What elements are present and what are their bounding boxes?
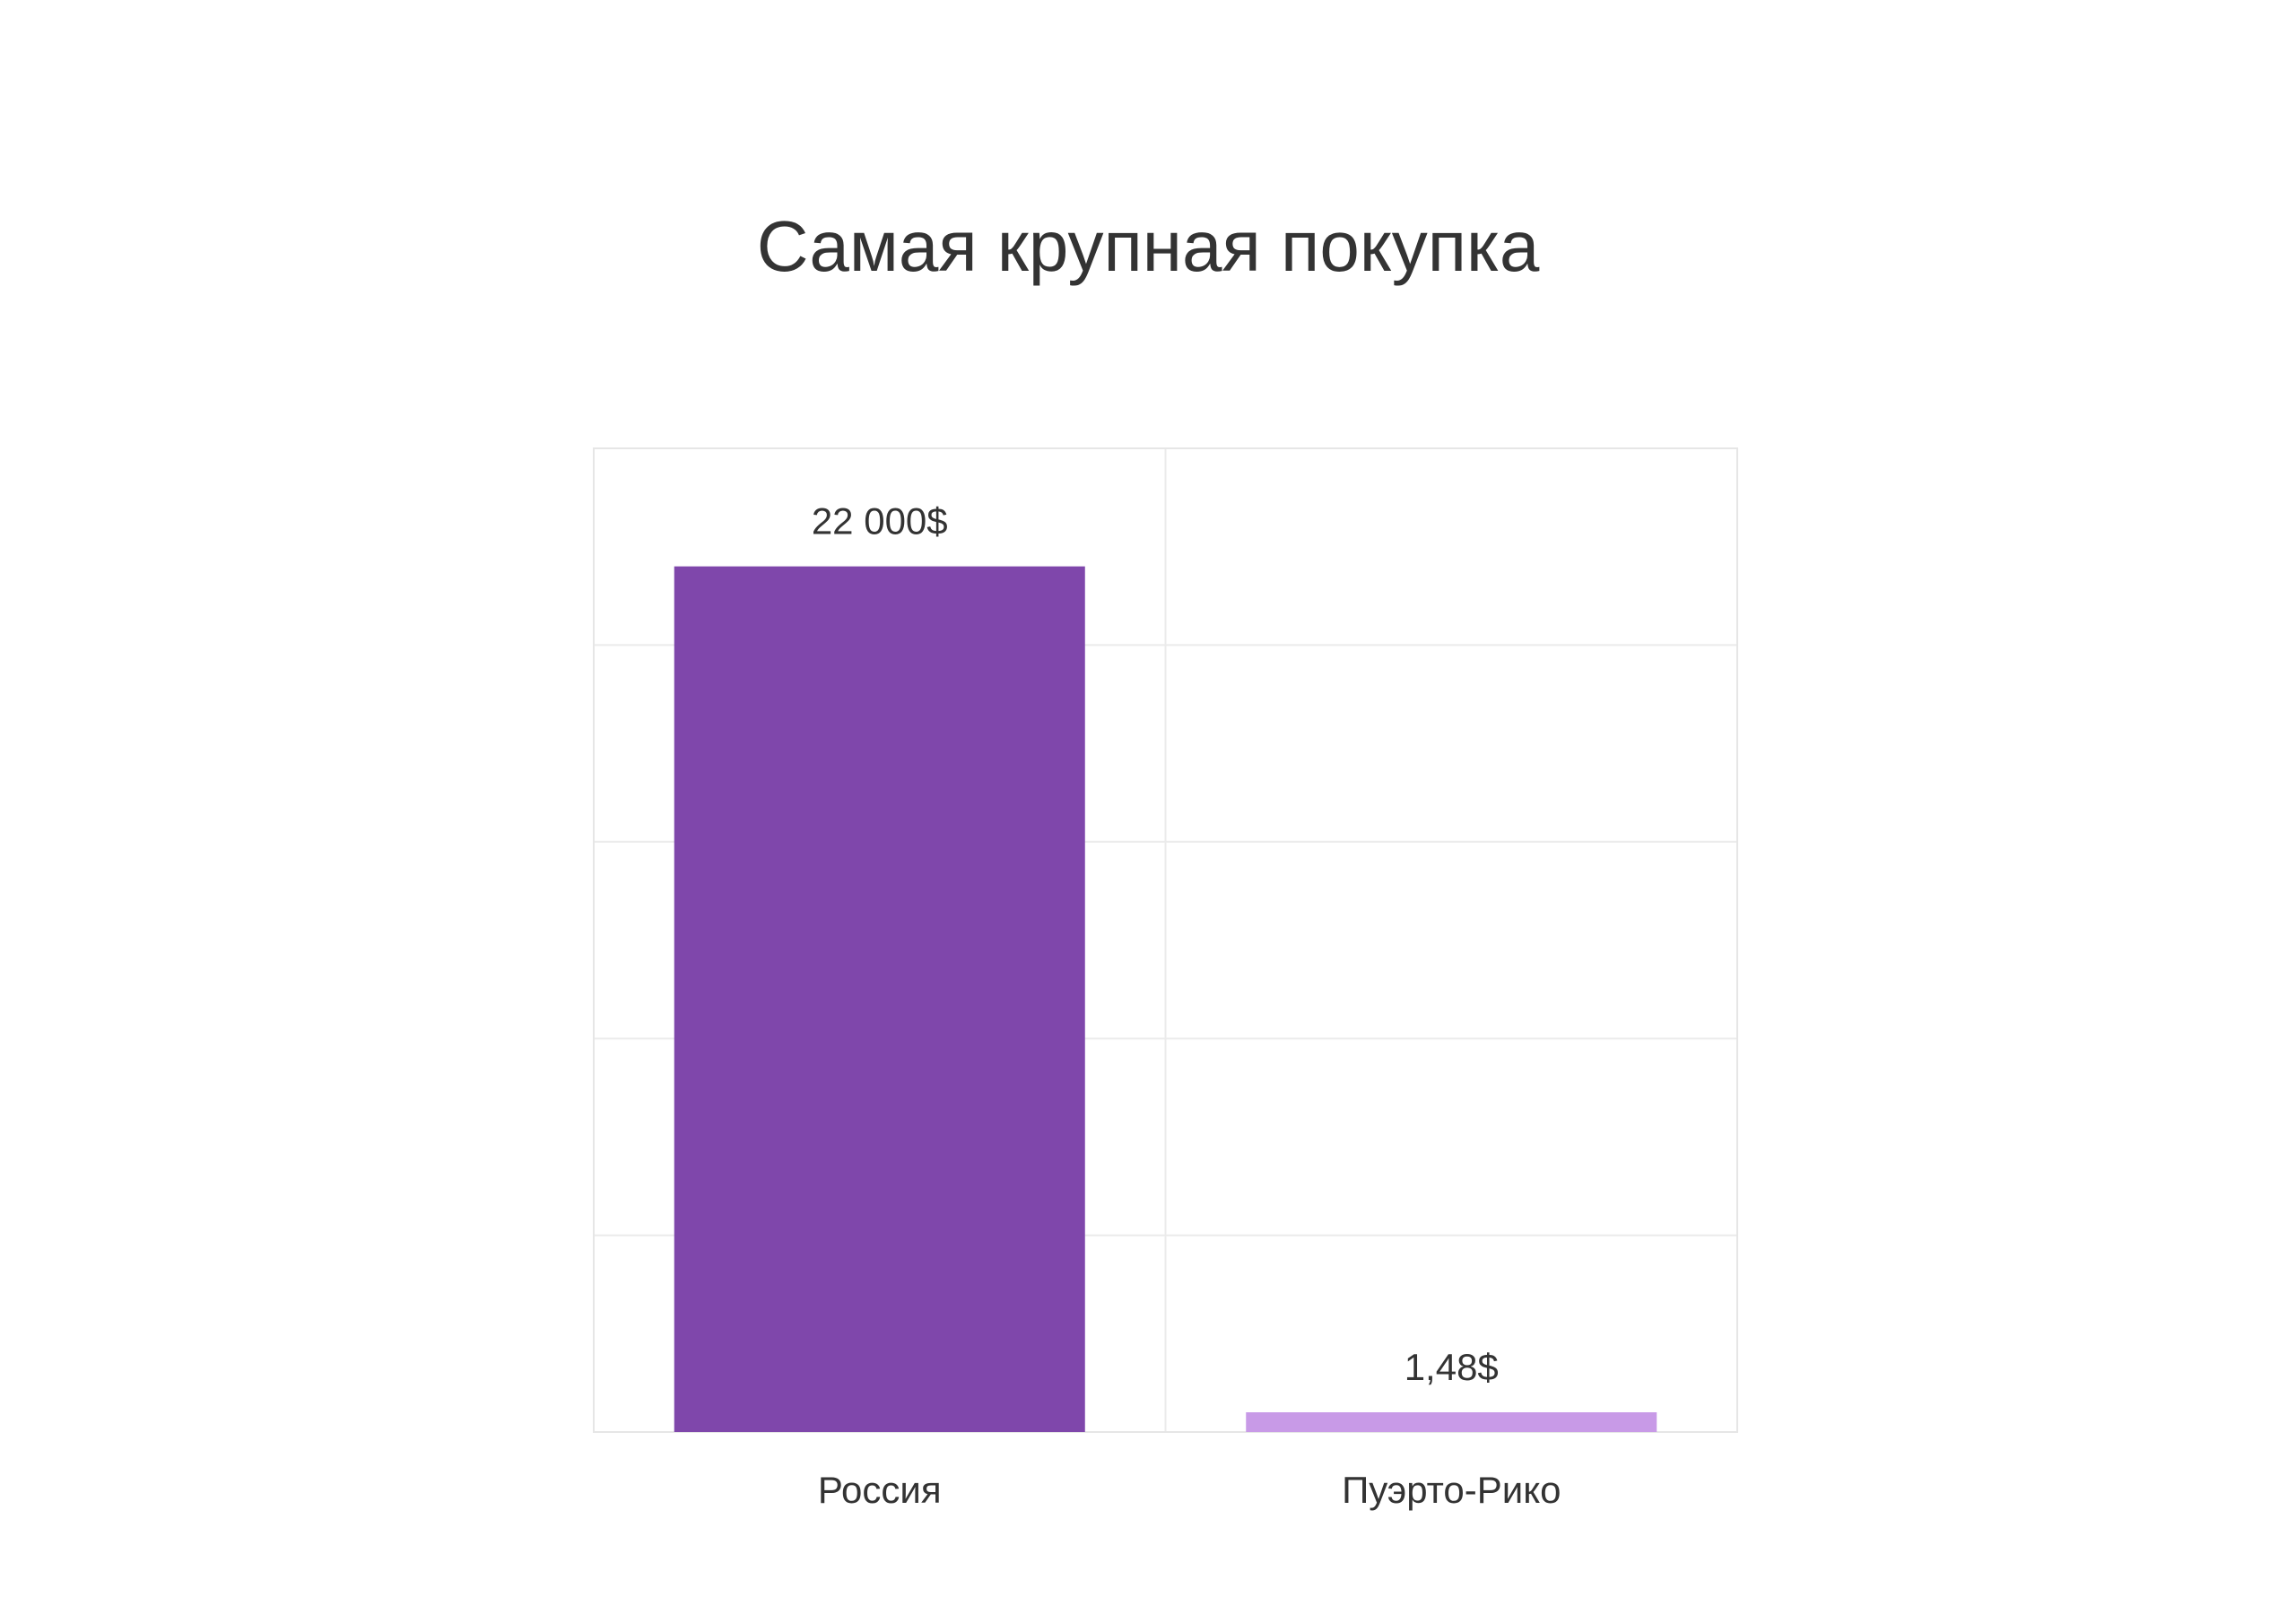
data-label: 22 000$ <box>812 500 948 542</box>
plot-frame <box>593 447 1738 1433</box>
bar-2 <box>1246 1412 1657 1432</box>
data-label: 1,48$ <box>1405 1346 1499 1388</box>
category-label: Россия <box>818 1469 942 1511</box>
category-label: Пуэрто-Рико <box>1342 1469 1561 1511</box>
category-labels: Россия Пуэрто-Рико <box>818 1469 1561 1511</box>
bar-1 <box>674 566 1085 1432</box>
chart-title: Самая крупная покупка <box>757 206 1540 286</box>
plot-area: 22 000$ 1,48$ Россия Пуэрто-Рико <box>593 447 1738 1511</box>
bars <box>674 566 1657 1432</box>
data-labels: 22 000$ 1,48$ <box>812 500 1499 1388</box>
